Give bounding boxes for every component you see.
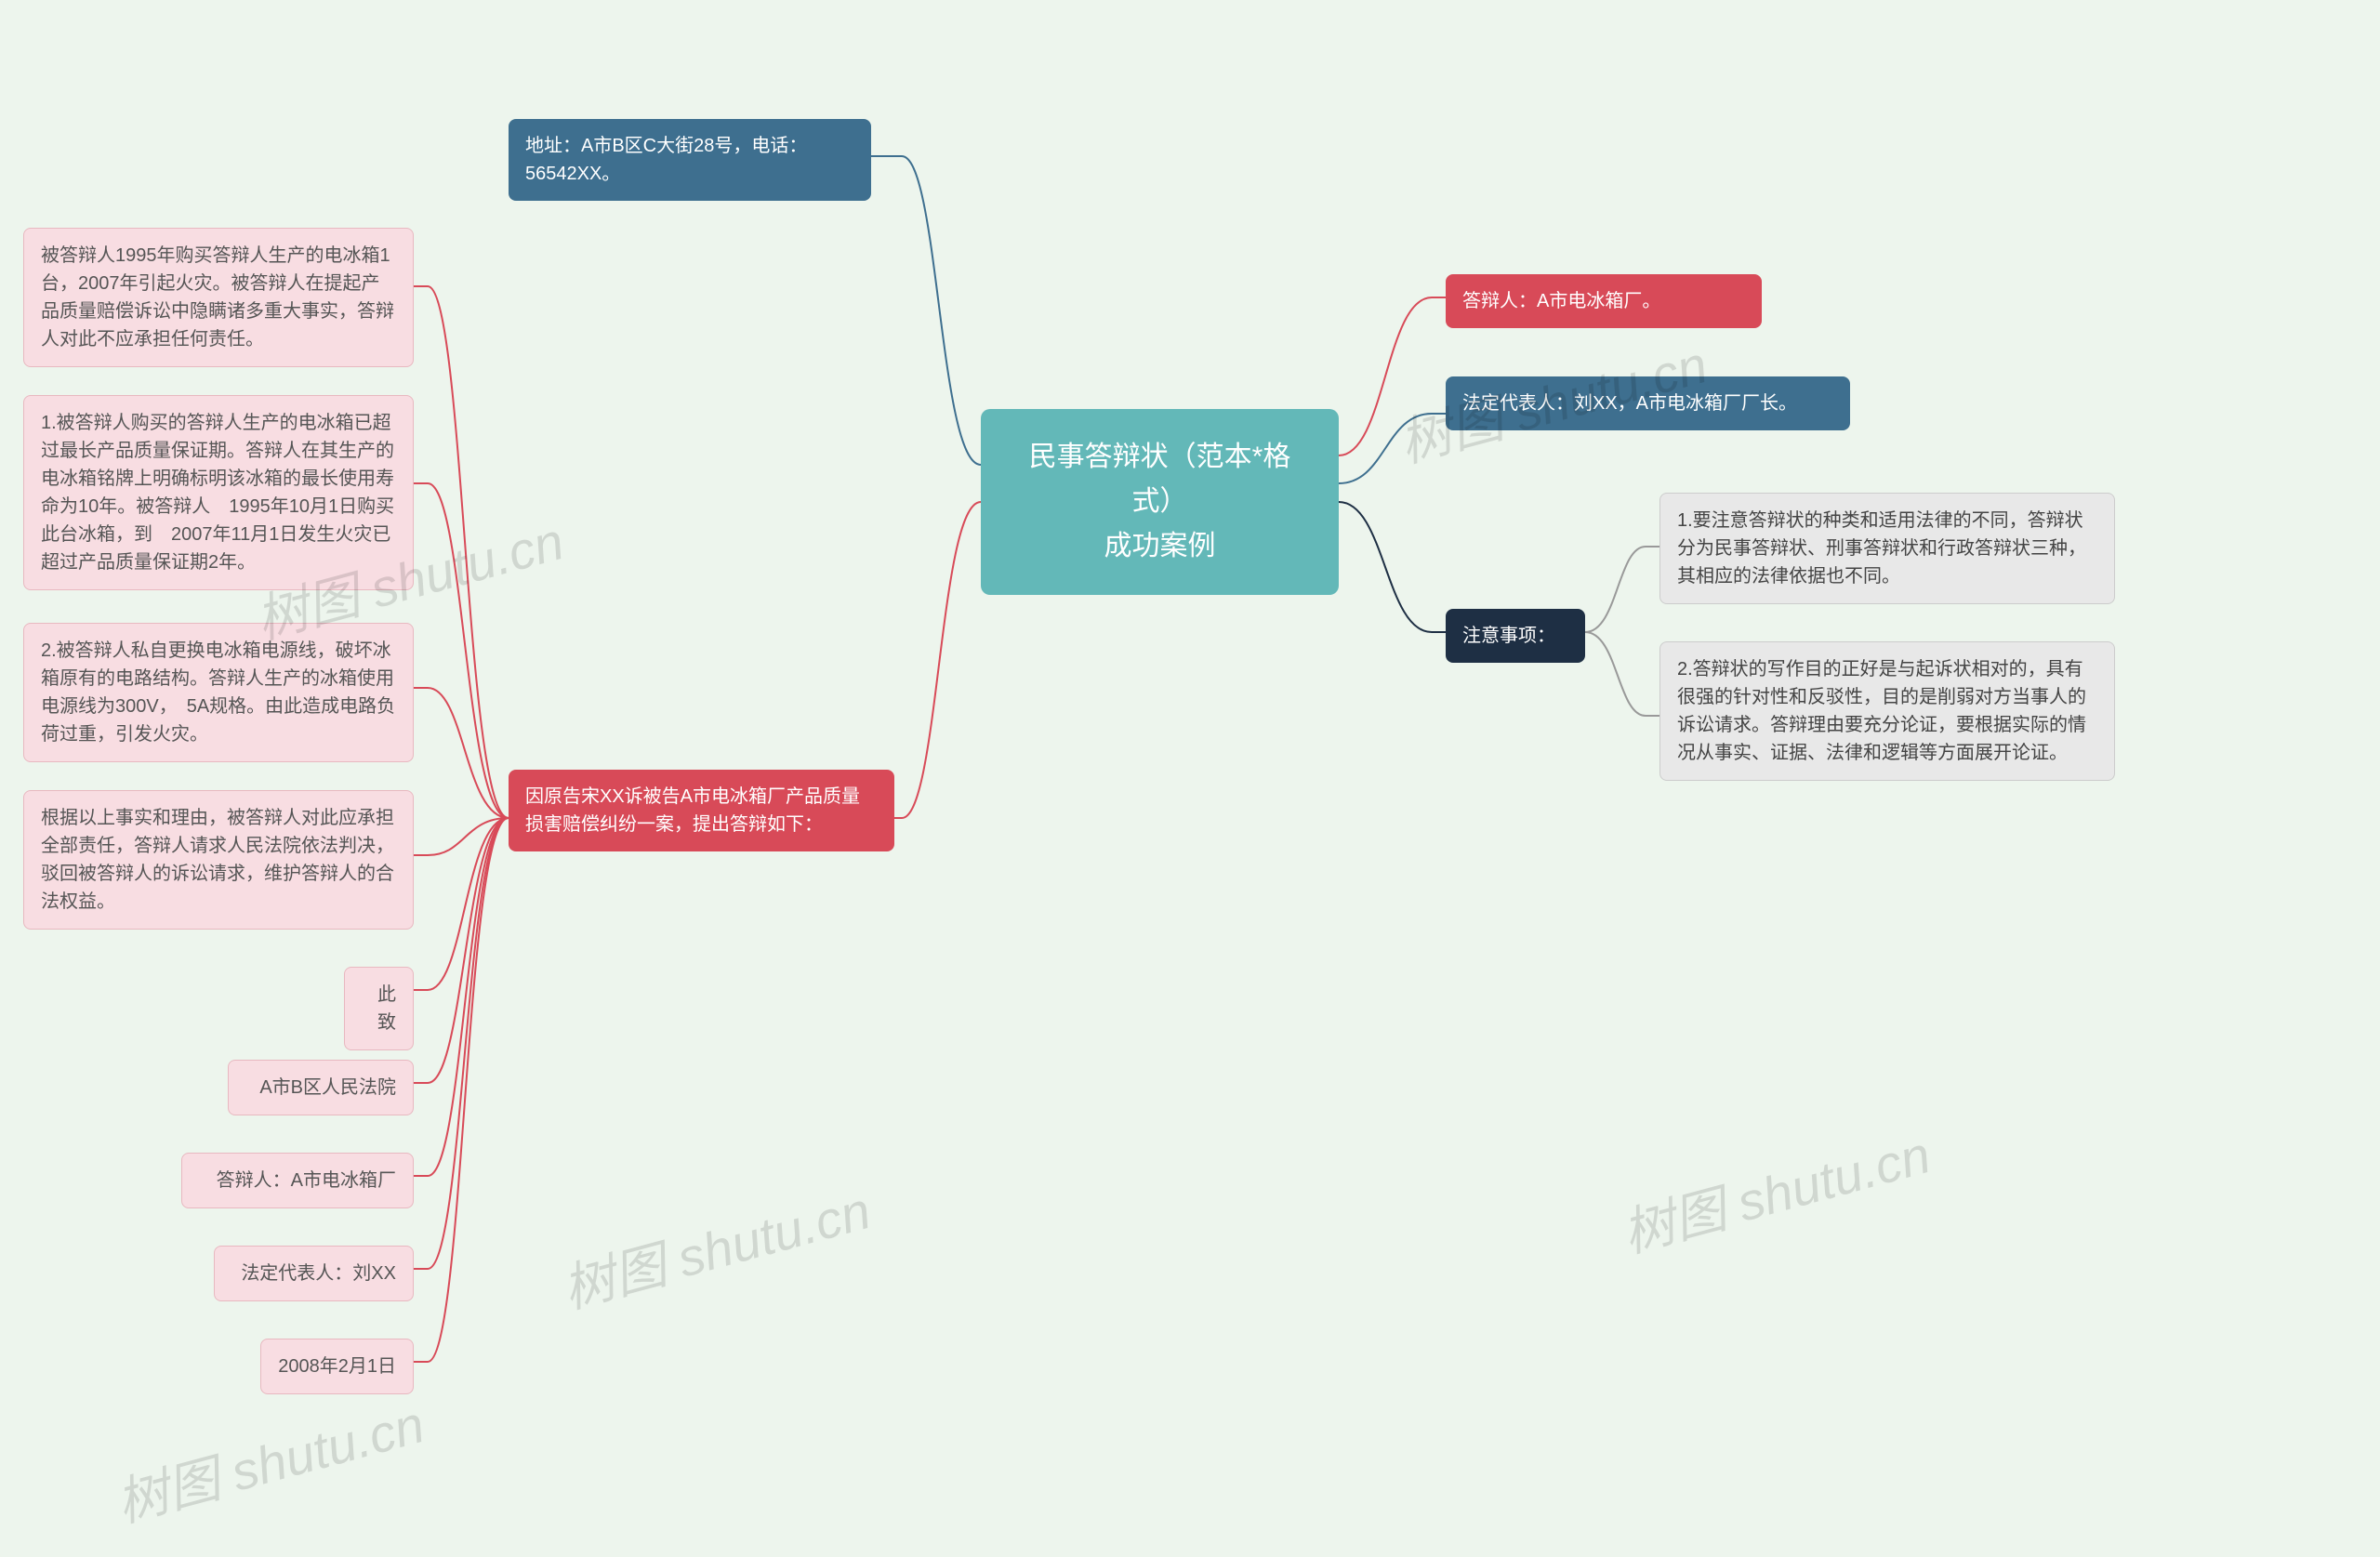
center-node: 民事答辩状（范本*格式） 成功案例 [981, 409, 1339, 595]
watermark: 树图 shutu.cn [107, 1382, 431, 1537]
left-node-case: 因原告宋XX诉被告A市电冰箱厂产品质量损害赔偿纠纷一案，提出答辩如下： [509, 770, 894, 851]
left-child-a: 被答辩人1995年购买答辩人生产的电冰箱1台，2007年引起火灾。被答辩人在提起… [23, 228, 414, 367]
left-node-address: 地址：A市B区C大街28号，电话：56542XX。 [509, 119, 871, 201]
left-child-b: 1.被答辩人购买的答辩人生产的电冰箱已超过最长产品质量保证期。答辩人在其生产的电… [23, 395, 414, 590]
left-child-d: 根据以上事实和理由，被答辩人对此应承担全部责任，答辩人请求人民法院依法判决，驳回… [23, 790, 414, 930]
left-child-h: 法定代表人：刘XX [214, 1246, 414, 1301]
watermark: 树图 shutu.cn [553, 1168, 878, 1323]
center-line2: 成功案例 [1104, 531, 1216, 561]
watermark: 树图 shutu.cn [1613, 1113, 1937, 1267]
left-child-i: 2008年2月1日 [260, 1339, 414, 1394]
right-node-legalrep: 法定代表人：刘XX，A市电冰箱厂厂长。 [1446, 376, 1850, 430]
right-note-1: 1.要注意答辩状的种类和适用法律的不同，答辩状分为民事答辩状、刑事答辩状和行政答… [1659, 493, 2115, 604]
left-child-f: A市B区人民法院 [228, 1060, 414, 1115]
left-child-e: 此致 [344, 967, 414, 1050]
right-node-defendant: 答辩人：A市电冰箱厂。 [1446, 274, 1762, 328]
left-child-g: 答辩人：A市电冰箱厂 [181, 1153, 414, 1208]
left-child-c: 2.被答辩人私自更换电冰箱电源线，破坏冰箱原有的电路结构。答辩人生产的冰箱使用电… [23, 623, 414, 762]
right-node-notes: 注意事项： [1446, 609, 1585, 663]
center-line1: 民事答辩状（范本*格式） [1029, 442, 1291, 517]
right-note-2: 2.答辩状的写作目的正好是与起诉状相对的，具有很强的针对性和反驳性，目的是削弱对… [1659, 641, 2115, 781]
